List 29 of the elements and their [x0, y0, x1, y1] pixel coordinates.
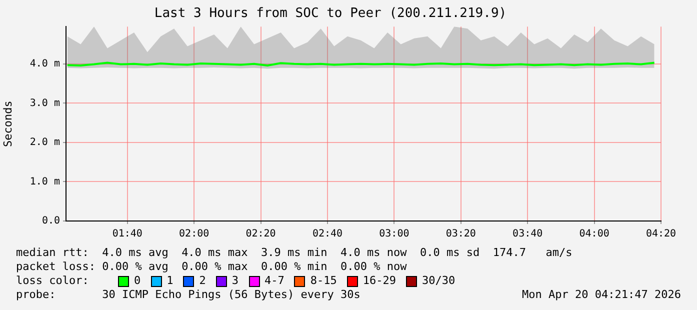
legend-title: loss color: [16, 274, 90, 288]
x-tick-label: 04:00 [579, 228, 610, 240]
text: median rtt: 4.0 ms avg 4.0 ms max 3.9 ms min 4.0 ms now 0.0 ms sd 174.7 am/s [16, 246, 574, 260]
x-tick-label: 03:40 [512, 228, 543, 240]
x-tick-label: 01:40 [112, 228, 142, 240]
y-tick-label: 4.0 m [30, 58, 60, 70]
legend-label: 4-7 [264, 274, 284, 288]
x-tick-label: 03:20 [446, 228, 476, 240]
x-tick-label: 02:20 [246, 228, 276, 240]
legend-label: 2 [199, 274, 206, 288]
x-tick-label: 03:00 [379, 228, 410, 240]
y-tick-label: 2.0 m [30, 137, 60, 148]
x-tick-label: 04:20 [646, 228, 676, 240]
y-axis-title: Seconds [1, 100, 14, 147]
legend-label: 16-29 [362, 274, 396, 288]
chart-title: Last 3 Hours from SOC to Peer (200.211.219.9) [154, 6, 507, 22]
legend-label: 3 [232, 274, 238, 288]
text: Mon Apr 20 04:21:47 2026 [522, 288, 681, 302]
legend-label: 1 [166, 274, 174, 288]
legend-label: 0 [134, 274, 141, 288]
text: probe: 30 ICMP Echo Pings (56 Bytes) every 30s [16, 288, 360, 302]
y-tick-label: 1.0 m [30, 176, 60, 188]
y-tick-label: 3.0 m [30, 98, 60, 109]
x-tick-label: 02:40 [312, 228, 343, 240]
legend-label: 30/30 [422, 274, 456, 288]
y-tick-label: 0.0 [42, 216, 60, 227]
legend-label: 8-15 [310, 274, 337, 288]
x-tick-label: 02:00 [179, 228, 210, 240]
text: packet loss: 0.00 % avg 0.00 % max 0.00 % min 0.00 % now [16, 260, 408, 274]
